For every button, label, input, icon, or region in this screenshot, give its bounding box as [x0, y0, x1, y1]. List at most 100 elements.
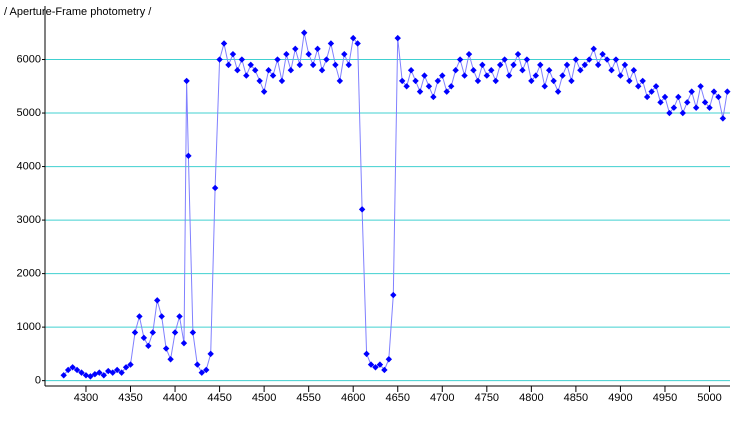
x-tick-label: 4500: [252, 392, 276, 404]
data-point: [603, 56, 611, 63]
data-point: [648, 88, 655, 95]
data-point: [590, 45, 597, 53]
data-point: [176, 313, 183, 320]
data-point: [118, 369, 125, 376]
data-point: [145, 342, 152, 350]
data-point: [416, 88, 424, 95]
data-point: [154, 297, 161, 304]
data-point: [572, 56, 580, 63]
data-point: [314, 45, 321, 53]
data-point: [220, 40, 228, 47]
data-point: [483, 72, 491, 79]
y-tick-label: 0: [35, 375, 41, 387]
data-point: [341, 50, 348, 58]
x-tick-label: 4450: [207, 392, 231, 404]
data-point: [229, 50, 237, 58]
data-point: [563, 61, 571, 69]
data-point: [421, 72, 428, 79]
data-point: [207, 350, 214, 358]
x-tick-label: 4950: [653, 392, 677, 404]
data-point: [64, 366, 72, 374]
y-tick-label: 4000: [17, 160, 41, 172]
data-point: [100, 372, 107, 379]
x-tick-label: 4550: [296, 392, 320, 404]
data-point: [256, 77, 263, 85]
data-point: [225, 61, 232, 69]
data-point: [456, 56, 464, 63]
data-point: [643, 93, 651, 101]
data-point: [189, 329, 197, 336]
data-point: [505, 72, 513, 79]
data-point: [234, 67, 241, 74]
data-point: [350, 34, 357, 42]
data-point: [309, 61, 317, 69]
series-line: [63, 32, 728, 377]
data-point: [715, 93, 722, 101]
data-point: [492, 77, 499, 85]
data-point: [461, 72, 468, 79]
data-point: [697, 83, 704, 90]
data-point: [679, 109, 686, 117]
data-point: [278, 77, 286, 85]
data-point: [568, 77, 575, 85]
data-point: [599, 50, 606, 58]
data-point: [82, 372, 90, 379]
data-point: [332, 61, 339, 69]
data-point: [367, 361, 375, 368]
data-point: [621, 61, 629, 69]
data-point: [443, 88, 450, 95]
data-point: [216, 56, 223, 63]
data-point: [407, 67, 415, 74]
data-point: [701, 99, 709, 106]
data-point: [514, 50, 522, 58]
data-point: [171, 329, 179, 336]
data-point: [434, 77, 442, 85]
x-tick-label: 4650: [386, 392, 410, 404]
data-point: [194, 361, 201, 368]
data-point: [376, 361, 384, 368]
data-point: [688, 88, 695, 95]
y-tick-label: 5000: [17, 107, 41, 119]
data-point: [639, 77, 646, 85]
data-point: [577, 67, 584, 74]
data-point: [661, 93, 669, 101]
data-point: [412, 77, 419, 85]
data-point: [318, 67, 326, 74]
data-point: [581, 61, 589, 69]
data-point: [252, 67, 259, 74]
data-point: [532, 72, 540, 79]
data-point: [363, 350, 370, 358]
data-point: [203, 366, 210, 374]
x-tick-label: 4800: [519, 392, 543, 404]
data-point: [73, 366, 81, 374]
data-point: [354, 40, 361, 47]
data-point: [724, 88, 731, 95]
data-point: [519, 67, 526, 74]
data-point: [243, 72, 250, 79]
data-point: [305, 50, 312, 58]
data-point: [336, 77, 344, 85]
data-point: [719, 115, 727, 122]
data-point: [122, 364, 130, 371]
data-point: [692, 104, 700, 111]
data-point: [327, 40, 335, 47]
data-point: [666, 109, 673, 117]
data-point: [394, 34, 401, 42]
x-tick-label: 4900: [608, 392, 632, 404]
data-point: [501, 56, 508, 63]
data-point: [274, 56, 281, 63]
data-point: [398, 77, 406, 85]
data-point: [109, 369, 116, 376]
data-point: [630, 67, 637, 74]
data-point: [381, 366, 388, 374]
data-point: [183, 77, 190, 85]
data-point: [670, 104, 678, 111]
data-point: [537, 61, 544, 69]
data-point: [198, 369, 205, 376]
data-point: [657, 99, 664, 106]
data-point: [149, 329, 156, 336]
x-tick-label: 4350: [118, 392, 142, 404]
data-point: [403, 83, 410, 90]
x-tick-label: 4400: [163, 392, 187, 404]
y-tick-label: 3000: [17, 214, 41, 226]
